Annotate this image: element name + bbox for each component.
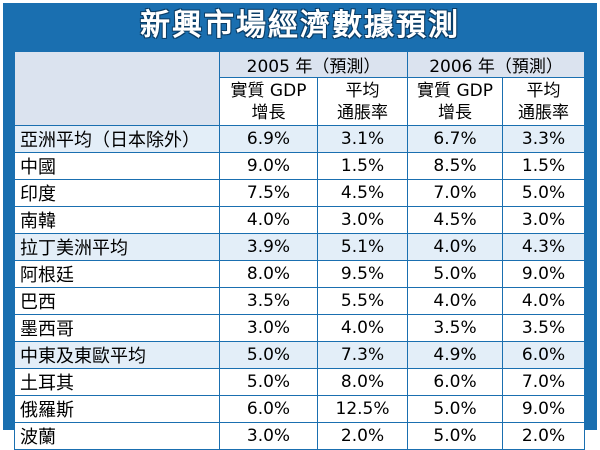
- value-cell: 6.7%: [407, 125, 504, 153]
- value-cell: 5.0%: [407, 395, 504, 423]
- value-cell: 4.0%: [407, 233, 504, 261]
- value-cell: 7.0%: [502, 368, 586, 396]
- table-row: 巴西 3.5% 5.5% 4.0% 4.0%: [14, 287, 586, 315]
- table-row: 俄羅斯 6.0% 12.5% 5.0% 9.0%: [14, 395, 586, 423]
- region-cell: 阿根廷: [14, 260, 220, 288]
- value-cell: 6.0%: [219, 395, 318, 423]
- value-cell: 3.0%: [219, 422, 318, 450]
- region-cell: 中國: [14, 152, 220, 180]
- value-cell: 12.5%: [316, 395, 409, 423]
- table-frame: 新興市場經濟數據預測 2005 年（預測） 2006 年（預測） 實質 GDP …: [3, 3, 597, 450]
- value-cell: 7.3%: [316, 341, 409, 369]
- value-cell: 5.0%: [219, 368, 318, 396]
- value-cell: 3.5%: [219, 287, 318, 315]
- metric-header-gdp-2005: 實質 GDP 增長: [219, 77, 318, 126]
- table-row: 波蘭 3.0% 2.0% 5.0% 2.0%: [14, 422, 586, 450]
- value-cell: 2.0%: [316, 422, 409, 450]
- value-cell: 3.0%: [502, 206, 586, 234]
- value-cell: 3.9%: [219, 233, 318, 261]
- year-header-2006: 2006 年（預測）: [407, 51, 586, 78]
- table-row: 亞洲平均（日本除外） 6.9% 3.1% 6.7% 3.3%: [14, 125, 586, 153]
- value-cell: 3.1%: [316, 125, 409, 153]
- table-title: 新興市場經濟數據預測: [140, 8, 460, 43]
- value-cell: 3.5%: [502, 314, 586, 342]
- value-cell: 1.5%: [502, 152, 586, 180]
- value-cell: 5.0%: [407, 260, 504, 288]
- region-cell: 土耳其: [14, 368, 220, 396]
- value-cell: 9.0%: [502, 260, 586, 288]
- value-cell: 9.5%: [316, 260, 409, 288]
- table-row: 墨西哥 3.0% 4.0% 3.5% 3.5%: [14, 314, 586, 342]
- table-row: 中國 9.0% 1.5% 8.5% 1.5%: [14, 152, 586, 180]
- region-cell: 波蘭: [14, 422, 220, 450]
- region-cell: 巴西: [14, 287, 220, 315]
- value-cell: 5.0%: [219, 341, 318, 369]
- value-cell: 8.0%: [316, 368, 409, 396]
- value-cell: 3.0%: [219, 314, 318, 342]
- value-cell: 8.5%: [407, 152, 504, 180]
- value-cell: 6.0%: [502, 341, 586, 369]
- metric-header-inflation-2006: 平均 通脹率: [502, 77, 586, 126]
- region-cell: 俄羅斯: [14, 395, 220, 423]
- corner-cell: [14, 51, 220, 126]
- metric-header-inflation-2005: 平均 通脹率: [316, 77, 409, 126]
- table-row: 阿根廷 8.0% 9.5% 5.0% 9.0%: [14, 260, 586, 288]
- value-cell: 1.5%: [316, 152, 409, 180]
- region-cell: 亞洲平均（日本除外）: [14, 125, 220, 153]
- region-cell: 南韓: [14, 206, 220, 234]
- metric-header-row: 實質 GDP 增長 平均 通脹率 實質 GDP 增長 平均 通脹率: [15, 77, 586, 126]
- table-row: 中東及東歐平均 5.0% 7.3% 4.9% 6.0%: [14, 341, 586, 369]
- region-cell: 墨西哥: [14, 314, 220, 342]
- value-cell: 5.0%: [502, 179, 586, 207]
- value-cell: 6.9%: [219, 125, 318, 153]
- value-cell: 4.5%: [316, 179, 409, 207]
- year-header-row: 2005 年（預測） 2006 年（預測）: [14, 51, 586, 126]
- value-cell: 4.0%: [407, 287, 504, 315]
- year-header-2005: 2005 年（預測）: [218, 51, 409, 78]
- region-cell: 中東及東歐平均: [14, 341, 220, 369]
- value-cell: 9.0%: [502, 395, 586, 423]
- value-cell: 5.5%: [316, 287, 409, 315]
- region-cell: 印度: [14, 179, 220, 207]
- value-cell: 7.5%: [219, 179, 318, 207]
- value-cell: 4.0%: [502, 287, 586, 315]
- metric-header-gdp-2006: 實質 GDP 增長: [407, 77, 504, 126]
- value-cell: 7.0%: [407, 179, 504, 207]
- forecast-table: 2005 年（預測） 2006 年（預測） 實質 GDP 增長 平均 通脹率 實…: [14, 51, 586, 450]
- value-cell: 4.5%: [407, 206, 504, 234]
- value-cell: 4.9%: [407, 341, 504, 369]
- region-cell: 拉丁美洲平均: [14, 233, 220, 261]
- value-cell: 3.5%: [407, 314, 504, 342]
- value-cell: 9.0%: [219, 152, 318, 180]
- value-cell: 4.0%: [316, 314, 409, 342]
- value-cell: 5.0%: [407, 422, 504, 450]
- table-row: 印度 7.5% 4.5% 7.0% 5.0%: [14, 179, 586, 207]
- value-cell: 8.0%: [219, 260, 318, 288]
- value-cell: 4.3%: [502, 233, 586, 261]
- value-cell: 2.0%: [502, 422, 586, 450]
- table-row: 土耳其 5.0% 8.0% 6.0% 7.0%: [14, 368, 586, 396]
- value-cell: 3.3%: [502, 125, 586, 153]
- table-row: 拉丁美洲平均 3.9% 5.1% 4.0% 4.3%: [14, 233, 586, 261]
- value-cell: 5.1%: [316, 233, 409, 261]
- value-cell: 6.0%: [407, 368, 504, 396]
- value-cell: 3.0%: [316, 206, 409, 234]
- value-cell: 4.0%: [219, 206, 318, 234]
- table-row: 南韓 4.0% 3.0% 4.5% 3.0%: [14, 206, 586, 234]
